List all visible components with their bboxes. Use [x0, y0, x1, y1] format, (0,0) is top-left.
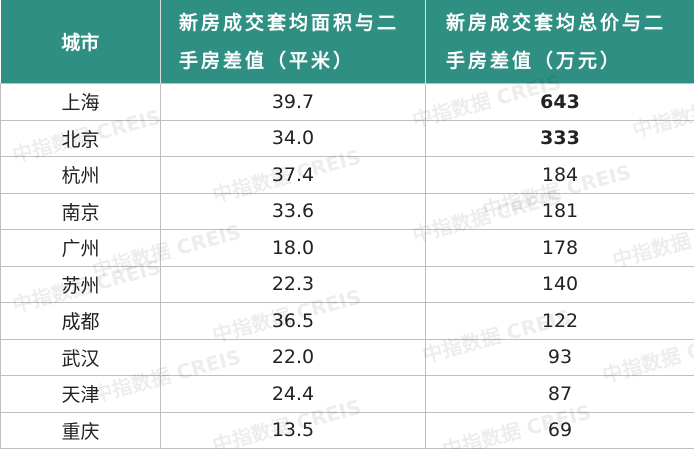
- table-row: 北京 34.0 333: [0, 119, 694, 157]
- header-text: 新房成交套均总价与二手房差值（万元）: [446, 11, 667, 72]
- value-cell: 184: [425, 156, 694, 194]
- value-cell: 18.0: [160, 229, 426, 267]
- value-cell: 37.4: [160, 156, 426, 194]
- city-cell: 苏州: [0, 265, 161, 303]
- table-row: 南京 33.6 181: [0, 192, 694, 230]
- table-row: 成都 36.5 122: [0, 302, 694, 340]
- table-row: 杭州 37.4 184: [0, 156, 694, 194]
- table-row: 重庆 13.5 69: [0, 411, 694, 449]
- table-row: 广州 18.0 178: [0, 229, 694, 267]
- header-cell: 城市: [0, 0, 161, 84]
- value-cell: 69: [425, 411, 694, 449]
- value-cell: 33.6: [160, 192, 426, 230]
- value-cell: 34.0: [160, 119, 426, 157]
- city-cell: 广州: [0, 229, 161, 267]
- city-cell: 重庆: [0, 411, 161, 449]
- header-cell: 新房成交套均总价与二手房差值（万元）: [425, 0, 694, 84]
- city-cell: 南京: [0, 192, 161, 230]
- table-row: 苏州 22.3 140: [0, 265, 694, 303]
- value-cell: 24.4: [160, 375, 426, 413]
- table-body: 上海 39.7 643 北京 34.0 333 杭州 37.4 184 南京 33.6 181 广州 18…: [0, 83, 694, 449]
- value-cell: 140: [425, 265, 694, 303]
- city-cell: 天津: [0, 375, 161, 413]
- header-text: 新房成交套均面积与二手房差值（平米）: [179, 11, 400, 72]
- header-cell: 新房成交套均面积与二手房差值（平米）: [160, 0, 426, 84]
- value-cell: 93: [425, 338, 694, 376]
- header-row: 城市 新房成交套均面积与二手房差值（平米） 新房成交套均总价与二手房差值（万元）: [0, 0, 694, 84]
- city-cell: 武汉: [0, 338, 161, 376]
- value-cell: 333: [425, 119, 694, 157]
- value-cell: 181: [425, 192, 694, 230]
- value-cell: 13.5: [160, 411, 426, 449]
- city-cell: 上海: [0, 83, 161, 121]
- value-cell: 39.7: [160, 83, 426, 121]
- value-cell: 178: [425, 229, 694, 267]
- value-cell: 22.3: [160, 265, 426, 303]
- value-cell: 122: [425, 302, 694, 340]
- city-cell: 成都: [0, 302, 161, 340]
- table-row: 天津 24.4 87: [0, 375, 694, 413]
- value-cell: 87: [425, 375, 694, 413]
- table-row: 武汉 22.0 93: [0, 338, 694, 376]
- value-cell: 36.5: [160, 302, 426, 340]
- city-cell: 北京: [0, 119, 161, 157]
- city-cell: 杭州: [0, 156, 161, 194]
- table-row: 上海 39.7 643: [0, 83, 694, 121]
- value-cell: 22.0: [160, 338, 426, 376]
- value-cell: 643: [425, 83, 694, 121]
